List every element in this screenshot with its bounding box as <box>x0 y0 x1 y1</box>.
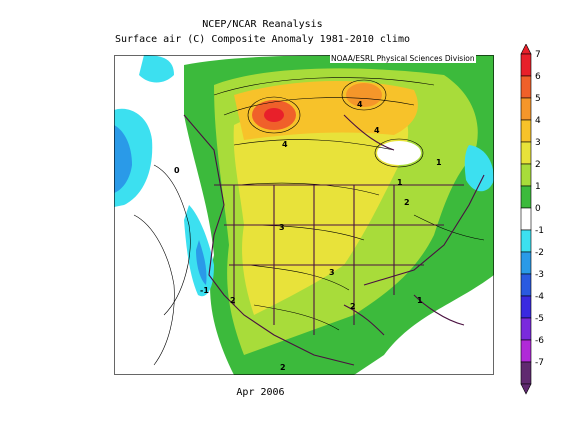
map-subtitle: Surface air (C) Composite Anomaly 1981-2… <box>114 34 410 45</box>
contour-label: 3 <box>279 223 285 232</box>
legend-swatch <box>520 295 532 319</box>
legend-swatch <box>520 97 532 121</box>
legend-swatch <box>520 273 532 297</box>
contour-label: -1 <box>200 286 209 295</box>
color-legend: 7 6 5 4 3 2 1 0 -1 -2 -3 -4 -5 -6 -7 <box>520 44 544 395</box>
legend-label: -6 <box>535 336 544 346</box>
contour-label: 4 <box>282 140 288 149</box>
contour-label: 4 <box>374 126 380 135</box>
legend-swatch <box>520 141 532 165</box>
legend-arrow-top <box>520 44 532 55</box>
legend-label: 0 <box>535 204 541 214</box>
contour-label: 3 <box>329 268 335 277</box>
legend-swatch <box>520 185 532 209</box>
legend-swatch <box>520 75 532 99</box>
legend-swatch <box>520 361 532 385</box>
legend-label: 3 <box>535 138 541 148</box>
anomaly-map: 4 4 4 2 1 1 3 3 2 2 1 2 -1 0 <box>114 55 494 375</box>
legend-label: -1 <box>535 226 544 236</box>
contour-label: 2 <box>230 296 236 305</box>
legend-label: -3 <box>535 270 544 280</box>
time-caption: Apr 2006 <box>236 387 285 398</box>
legend-swatch <box>520 53 532 77</box>
contour-label: 0 <box>174 166 180 175</box>
legend-arrow-bottom <box>520 383 532 395</box>
legend-label: 6 <box>535 72 541 82</box>
legend-label: -5 <box>535 314 544 324</box>
legend-label: -2 <box>535 248 544 258</box>
legend-label: 7 <box>535 50 541 60</box>
legend-swatch <box>520 251 532 275</box>
contour-label: 2 <box>280 363 286 372</box>
map-title: NCEP/NCAR Reanalysis <box>202 19 323 30</box>
legend-label: 1 <box>535 182 541 192</box>
contour-label: 2 <box>404 198 410 207</box>
credit-label: NOAA/ESRL Physical Sciences Division <box>330 54 476 63</box>
legend-swatch <box>520 317 532 341</box>
legend-label: 5 <box>535 94 541 104</box>
legend-label: 2 <box>535 160 541 170</box>
contour-label: 1 <box>417 296 423 305</box>
legend-swatch <box>520 119 532 143</box>
legend-swatch <box>520 229 532 253</box>
legend-label: -4 <box>535 292 544 302</box>
contour-label: 1 <box>397 178 403 187</box>
legend-swatch <box>520 163 532 187</box>
legend-label: 4 <box>535 116 541 126</box>
contour-label: 2 <box>350 302 356 311</box>
legend-swatch <box>520 339 532 363</box>
contour-label: 1 <box>436 158 442 167</box>
legend-swatch <box>520 207 532 231</box>
contour-label: 4 <box>357 100 363 109</box>
legend-label: -7 <box>535 358 544 368</box>
